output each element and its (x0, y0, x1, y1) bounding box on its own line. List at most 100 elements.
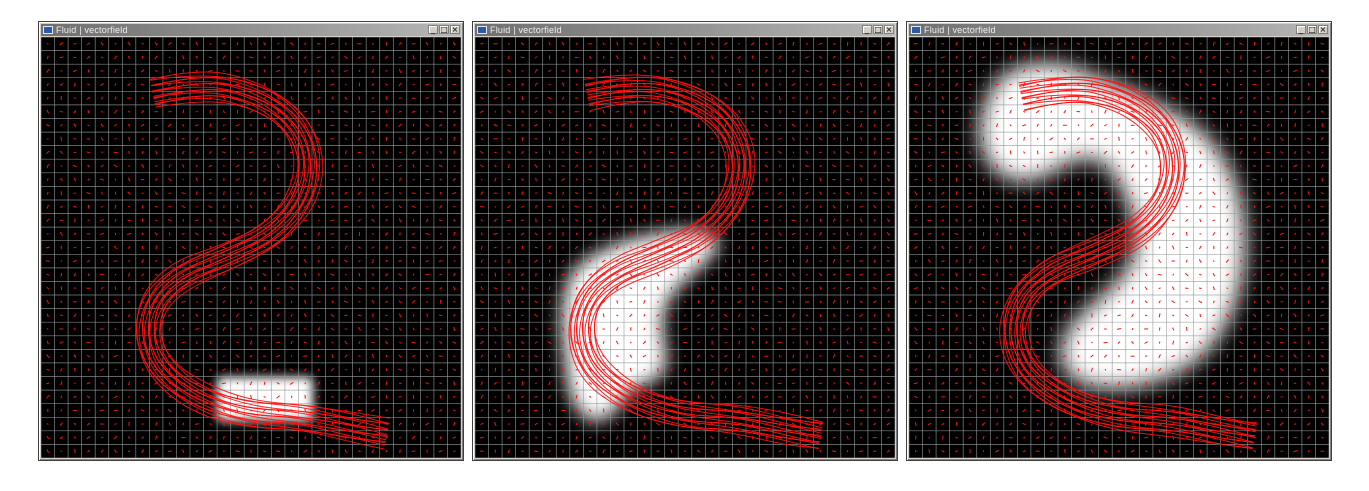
velocity-vector (588, 206, 592, 208)
velocity-vector (453, 110, 456, 114)
velocity-vector (928, 382, 931, 385)
velocity-vector (982, 245, 985, 250)
velocity-vector (209, 286, 212, 290)
velocity-vector (425, 382, 429, 385)
velocity-vector (167, 123, 172, 127)
velocity-vector (642, 124, 646, 127)
velocity-vector (941, 232, 944, 236)
maximize-button[interactable]: □ (439, 25, 449, 34)
velocity-vector (1131, 82, 1134, 87)
velocity-vector (1144, 286, 1148, 291)
velocity-vector (277, 150, 279, 155)
velocity-vector (927, 164, 932, 168)
velocity-vector (669, 56, 674, 59)
velocity-vector (317, 273, 320, 277)
velocity-vector (1240, 273, 1242, 276)
velocity-vector (250, 394, 252, 399)
velocity-vector (1171, 97, 1176, 100)
velocity-vector (398, 151, 402, 154)
title-bar[interactable]: Fluid | vectorfield _ □ × (909, 24, 1329, 36)
velocity-vector (1158, 96, 1161, 100)
velocity-vector (1023, 69, 1026, 73)
velocity-vector (588, 232, 592, 236)
maximize-button[interactable]: □ (873, 25, 883, 34)
velocity-vector (589, 55, 592, 60)
maximize-button[interactable]: □ (1307, 25, 1317, 34)
velocity-vector (398, 123, 402, 128)
velocity-vector (1063, 56, 1067, 59)
velocity-vector (385, 340, 388, 345)
velocity-vector (127, 82, 131, 87)
simulation-viewport[interactable] (909, 37, 1329, 458)
velocity-vector (114, 204, 117, 209)
velocity-vector (86, 42, 90, 46)
velocity-vector (1267, 191, 1269, 195)
velocity-vector (1321, 56, 1324, 59)
velocity-vector (521, 260, 524, 262)
velocity-vector (561, 313, 565, 318)
velocity-vector (682, 192, 688, 194)
velocity-vector (657, 395, 659, 398)
velocity-vector (1280, 164, 1283, 168)
velocity-vector (1240, 449, 1242, 453)
minimize-button[interactable]: _ (1296, 25, 1306, 34)
close-button[interactable]: × (1318, 25, 1328, 34)
velocity-vector (670, 449, 673, 454)
velocity-vector (1280, 272, 1284, 277)
velocity-vector (168, 137, 171, 141)
velocity-vector (697, 42, 701, 46)
velocity-vector (209, 109, 212, 114)
minimize-button[interactable]: _ (862, 25, 872, 34)
velocity-vector (1320, 300, 1324, 304)
velocity-vector (846, 435, 849, 440)
velocity-vector (711, 381, 714, 386)
velocity-vector (1077, 165, 1080, 167)
velocity-vector (805, 164, 809, 168)
title-bar[interactable]: Fluid | vectorfield _ □ × (475, 24, 895, 36)
velocity-vector (1104, 124, 1107, 127)
velocity-vector (87, 219, 90, 222)
velocity-vector (887, 354, 890, 358)
velocity-vector (724, 69, 727, 73)
velocity-vector (289, 436, 294, 439)
velocity-vector (221, 137, 226, 141)
simulation-viewport[interactable] (41, 37, 461, 458)
velocity-vector (589, 69, 592, 72)
velocity-vector (371, 218, 375, 222)
simulation-viewport[interactable] (475, 37, 895, 458)
close-button[interactable]: × (884, 25, 894, 34)
velocity-vector (1130, 395, 1135, 399)
velocity-vector (249, 286, 253, 290)
velocity-vector (1239, 83, 1243, 86)
velocity-vector (141, 273, 145, 277)
velocity-vector (344, 245, 347, 250)
velocity-vector (385, 368, 388, 372)
velocity-vector (751, 450, 754, 453)
velocity-vector (831, 69, 837, 72)
velocity-vector (1226, 204, 1229, 209)
velocity-vector (47, 191, 49, 195)
minimize-button[interactable]: _ (428, 25, 438, 34)
velocity-vector (263, 151, 266, 154)
velocity-vector (425, 123, 429, 127)
velocity-vector (262, 450, 267, 453)
close-button[interactable]: × (450, 25, 460, 34)
velocity-vector (819, 69, 822, 73)
velocity-vector (1225, 69, 1229, 73)
velocity-vector (914, 409, 917, 412)
velocity-vector (181, 192, 186, 195)
velocity-vector (657, 286, 659, 291)
velocity-vector (819, 205, 822, 208)
velocity-vector (969, 273, 971, 277)
velocity-vector (928, 56, 931, 59)
title-bar[interactable]: Fluid | vectorfield _ □ × (41, 24, 461, 36)
velocity-vector (331, 164, 334, 168)
velocity-vector (494, 246, 497, 249)
velocity-vector (955, 218, 958, 223)
velocity-vector (46, 83, 49, 86)
velocity-vector (642, 150, 646, 155)
velocity-vector (290, 69, 293, 72)
velocity-vector (723, 327, 728, 331)
velocity-vector (1009, 164, 1013, 168)
velocity-vector (792, 313, 795, 318)
